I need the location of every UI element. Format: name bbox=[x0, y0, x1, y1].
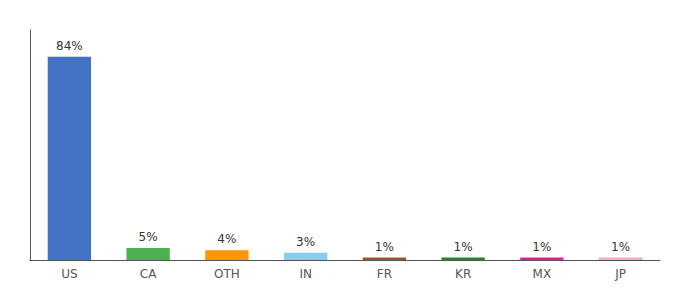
svg-text:1%: 1% bbox=[611, 240, 630, 254]
svg-text:OTH: OTH bbox=[214, 267, 240, 281]
svg-text:84%: 84% bbox=[56, 39, 83, 53]
svg-text:CA: CA bbox=[140, 267, 157, 281]
svg-text:3%: 3% bbox=[296, 235, 315, 249]
svg-text:MX: MX bbox=[533, 267, 552, 281]
svg-text:US: US bbox=[61, 267, 77, 281]
svg-text:4%: 4% bbox=[217, 232, 236, 246]
svg-text:IN: IN bbox=[299, 267, 312, 281]
svg-text:JP: JP bbox=[614, 267, 626, 281]
svg-text:5%: 5% bbox=[139, 230, 158, 244]
svg-text:1%: 1% bbox=[454, 240, 473, 254]
svg-text:KR: KR bbox=[455, 267, 471, 281]
svg-text:FR: FR bbox=[377, 267, 392, 281]
svg-text:1%: 1% bbox=[375, 240, 394, 254]
svg-text:1%: 1% bbox=[532, 240, 551, 254]
